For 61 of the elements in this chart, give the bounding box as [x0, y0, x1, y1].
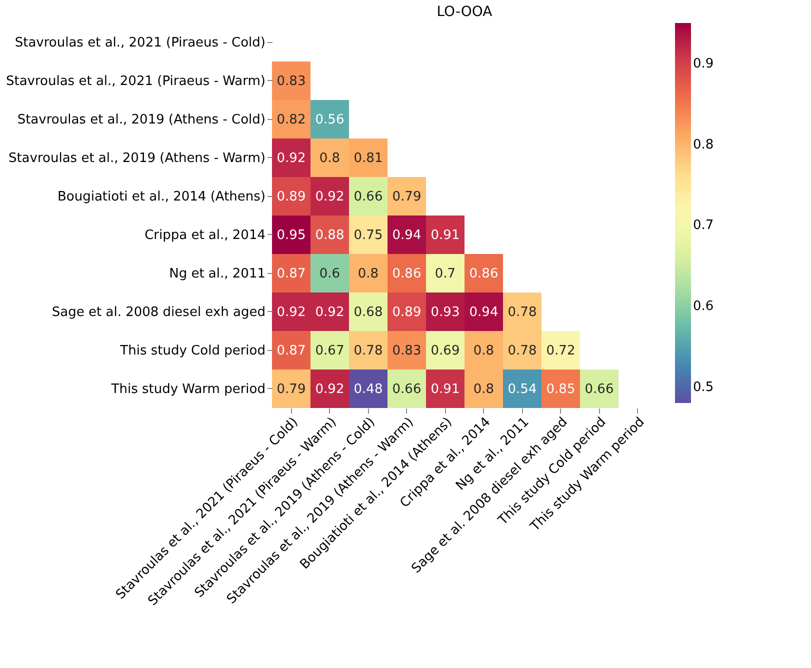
data-label: 0.95: [276, 228, 306, 243]
y-tick-label: Crippa et al., 2014: [144, 228, 266, 243]
color-bar-label: 0.6: [693, 298, 714, 314]
data-label: 0.92: [315, 382, 344, 397]
data-label: 0.54: [508, 382, 537, 397]
data-label: 0.86: [469, 266, 498, 282]
data-label: 0.48: [354, 382, 383, 397]
data-label: 0.91: [430, 382, 460, 397]
data-label: 0.8: [319, 150, 340, 166]
data-label: 0.94: [392, 228, 422, 243]
data-label: 0.89: [392, 304, 422, 320]
data-label: 0.93: [430, 304, 460, 320]
y-tick-label: Ng et al., 2011: [169, 266, 266, 282]
chart-title: LO-OOA: [436, 4, 493, 20]
data-label: 0.72: [546, 343, 576, 358]
data-label: 0.94: [469, 304, 498, 320]
data-label: 0.67: [315, 343, 344, 358]
data-label: 0.87: [276, 266, 306, 282]
data-label: 0.8: [358, 266, 379, 282]
data-label: 0.92: [276, 304, 306, 320]
y-tick-label: Stavroulas et al., 2021 (Piraeus - Warm): [6, 74, 266, 89]
color-bar-label: 0.8: [693, 137, 714, 152]
y-tick-label: Stavroulas et al., 2019 (Athens - Warm): [8, 150, 266, 166]
data-label: 0.75: [354, 228, 383, 243]
data-label: 0.92: [315, 189, 344, 204]
data-label: 0.85: [546, 382, 576, 397]
data-label: 0.87: [276, 343, 306, 358]
data-label: 0.88: [315, 228, 344, 243]
y-tick-label: This study Warm period: [110, 382, 266, 397]
data-label: 0.79: [392, 189, 422, 204]
data-label: 0.82: [276, 112, 306, 128]
y-tick-label: Bougiatioti et al., 2014 (Athens): [57, 189, 266, 204]
data-label: 0.66: [354, 189, 383, 204]
data-label: 0.92: [315, 304, 344, 320]
data-label: 0.8: [473, 343, 494, 358]
y-tick-label: Sage et al. 2008 diesel exh aged: [52, 304, 266, 320]
data-label: 0.86: [392, 266, 422, 282]
data-label: 0.81: [354, 150, 383, 166]
color-bar-label: 0.9: [693, 56, 714, 72]
y-tick-label: Stavroulas et al., 2019 (Athens - Cold): [17, 112, 266, 128]
data-label: 0.68: [354, 304, 383, 320]
data-label: 0.7: [434, 266, 456, 282]
data-label: 0.78: [354, 343, 383, 358]
data-label: 0.69: [430, 343, 460, 358]
data-label: 0.6: [319, 266, 340, 282]
y-tick-label: This study Cold period: [119, 343, 266, 358]
data-label: 0.83: [276, 74, 306, 89]
data-label: 0.78: [508, 343, 537, 358]
data-label: 0.83: [392, 343, 422, 358]
data-label: 0.91: [430, 228, 460, 243]
data-label: 0.66: [584, 382, 614, 397]
data-label: 0.89: [276, 189, 306, 204]
data-label: 0.78: [508, 304, 537, 320]
data-label: 0.66: [392, 382, 422, 397]
color-bar-label: 0.7: [693, 218, 714, 234]
y-tick-label: Stavroulas et al., 2021 (Piraeus - Cold): [14, 35, 266, 50]
data-label: 0.56: [315, 112, 344, 128]
data-label: 0.8: [473, 382, 494, 397]
data-label: 0.79: [276, 382, 306, 397]
color-bar-label: 0.5: [693, 380, 714, 395]
data-label: 0.92: [276, 150, 306, 166]
